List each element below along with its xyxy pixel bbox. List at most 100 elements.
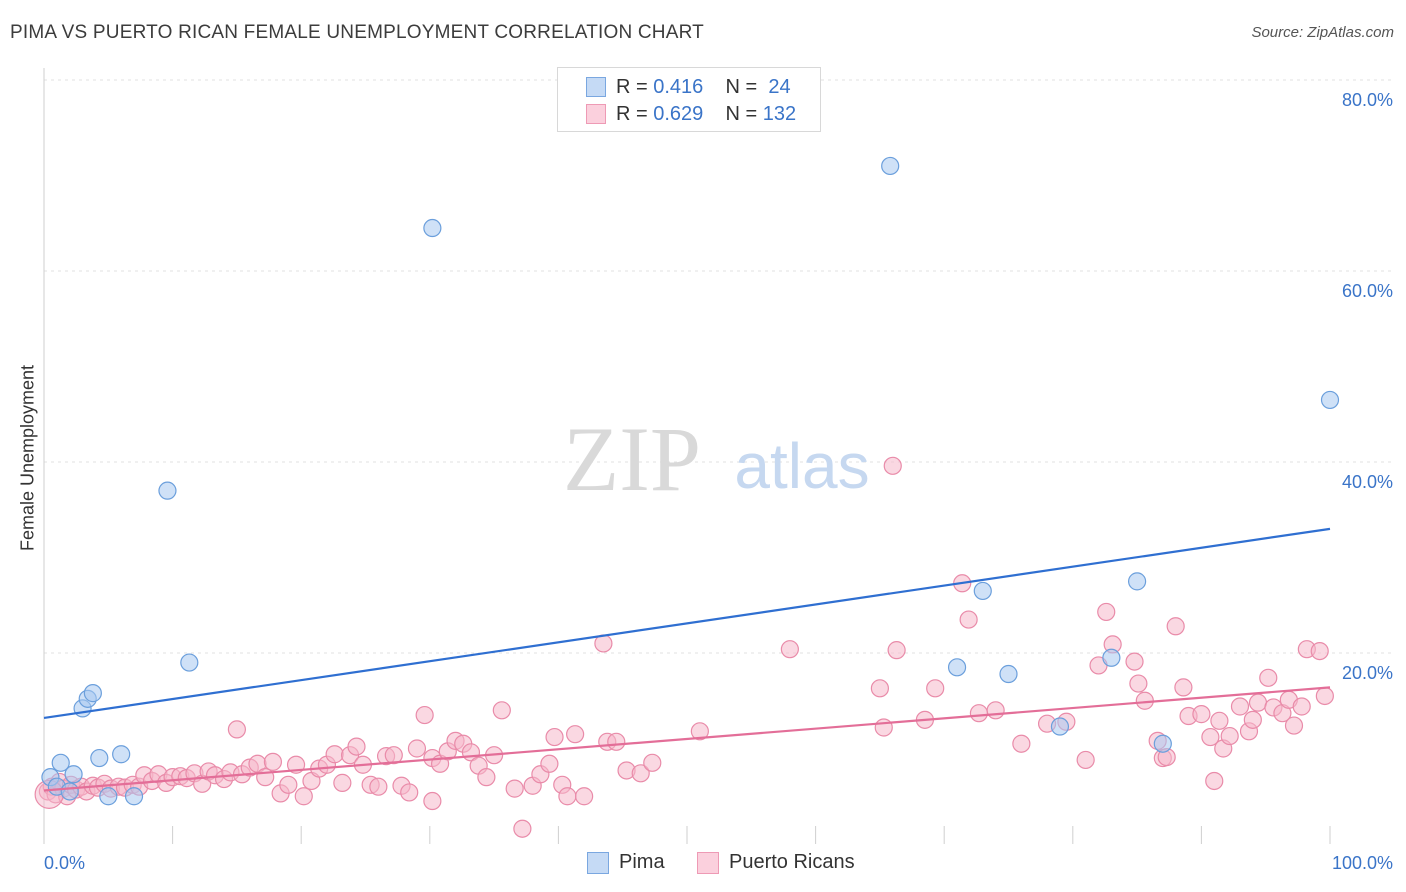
puerto-ricans-point xyxy=(1205,771,1224,791)
puerto-ricans-point xyxy=(325,745,344,764)
puerto-ricans-trend-line xyxy=(43,686,1331,792)
puerto-ricans-point xyxy=(347,737,366,756)
pima-point xyxy=(90,748,109,768)
legend-swatch-puerto-ricans xyxy=(586,104,606,124)
puerto-ricans-point xyxy=(369,777,388,796)
puerto-ricans-point xyxy=(384,746,403,765)
puerto-ricans-point xyxy=(1201,727,1220,747)
puerto-ricans-point xyxy=(513,819,532,838)
chart-title: PIMA VS PUERTO RICAN FEMALE UNEMPLOYMENT… xyxy=(10,22,704,43)
puerto-ricans-point xyxy=(227,720,246,739)
legend-n-value: 132 xyxy=(762,103,797,125)
puerto-ricans-point xyxy=(575,787,594,806)
pima-point xyxy=(1050,717,1070,736)
puerto-ricans-point xyxy=(959,610,978,629)
puerto-ricans-point xyxy=(1230,697,1250,716)
puerto-ricans-point xyxy=(1097,602,1116,622)
y-tick-label: 20.0% xyxy=(1342,663,1393,683)
puerto-ricans-point xyxy=(545,727,564,747)
puerto-ricans-point xyxy=(1220,726,1239,746)
legend-r-label: R = xyxy=(616,103,654,125)
pima-point xyxy=(1153,734,1172,753)
stats-legend: R = 0.416 N = 24 R = 0.629 N = 132 xyxy=(557,67,821,132)
pima-points xyxy=(41,156,1340,806)
puerto-ricans-point xyxy=(400,783,419,802)
pima-point xyxy=(999,664,1018,684)
pima-point xyxy=(51,753,70,772)
puerto-ricans-point xyxy=(883,456,902,475)
puerto-ricans-point xyxy=(294,787,313,806)
pima-point xyxy=(180,653,199,672)
puerto-ricans-point xyxy=(333,773,352,792)
puerto-ricans-point xyxy=(1125,652,1144,671)
pima-point xyxy=(1127,572,1147,591)
pima-point xyxy=(881,156,900,176)
watermark: ZIP atlas xyxy=(563,408,870,510)
pima-point xyxy=(947,658,967,677)
y-tick-label: 40.0% xyxy=(1342,472,1393,492)
pima-point xyxy=(83,684,102,703)
legend-r-value: 0.416 xyxy=(653,76,704,98)
puerto-ricans-point xyxy=(1310,641,1329,661)
puerto-ricans-point xyxy=(1129,674,1148,693)
puerto-ricans-point xyxy=(1284,716,1304,735)
source-label: Source: ZipAtlas.com xyxy=(1251,24,1394,41)
puerto-ricans-point xyxy=(780,640,799,659)
puerto-ricans-point xyxy=(1292,697,1311,716)
watermark-atlas: atlas xyxy=(734,430,869,502)
puerto-ricans-point xyxy=(279,775,298,794)
pima-point xyxy=(112,745,131,764)
puerto-ricans-point xyxy=(1248,693,1268,712)
y-tick-label: 60.0% xyxy=(1342,281,1393,301)
puerto-ricans-point xyxy=(1076,750,1095,770)
puerto-ricans-point xyxy=(1166,617,1185,636)
pima-point xyxy=(973,581,992,601)
legend-n-label: N = xyxy=(725,76,763,98)
grid-lines xyxy=(44,79,1392,654)
pima-point xyxy=(64,765,83,784)
puerto-ricans-point xyxy=(969,704,989,723)
bottom-legend-label-puerto-ricans: Puerto Ricans xyxy=(729,851,855,873)
pima-point xyxy=(124,787,144,806)
bottom-legend-swatch-pima xyxy=(587,852,609,874)
puerto-ricans-point xyxy=(1315,686,1334,706)
pima-trend-line xyxy=(43,527,1331,720)
puerto-ricans-point xyxy=(558,787,577,806)
puerto-ricans-point xyxy=(986,701,1005,720)
puerto-ricans-point xyxy=(423,791,442,811)
puerto-ricans-point xyxy=(690,722,709,741)
legend-n-value: 24 xyxy=(768,76,791,98)
puerto-ricans-point xyxy=(1210,711,1229,730)
pima-point xyxy=(1102,648,1121,667)
puerto-ricans-point xyxy=(1259,668,1278,687)
pima-point xyxy=(60,782,79,801)
x-tick-label: 0.0% xyxy=(44,853,85,873)
puerto-ricans-point xyxy=(263,752,283,771)
puerto-ricans-point xyxy=(607,732,626,751)
watermark-zip: ZIP xyxy=(563,408,701,510)
bottom-legend-label-pima: Pima xyxy=(619,851,665,873)
puerto-ricans-point xyxy=(407,739,427,758)
pima-point xyxy=(99,787,118,806)
puerto-ricans-point xyxy=(415,705,434,725)
puerto-ricans-point xyxy=(874,718,893,737)
puerto-ricans-point xyxy=(870,679,890,698)
legend-swatch-pima xyxy=(586,77,606,97)
x-tick-label: 100.0% xyxy=(1332,853,1393,873)
puerto-ricans-point xyxy=(643,753,662,772)
puerto-ricans-point xyxy=(887,641,906,660)
puerto-ricans-point xyxy=(540,754,559,773)
axes xyxy=(43,68,1331,844)
pima-point xyxy=(1320,390,1340,410)
puerto-ricans-point xyxy=(492,701,511,720)
trend-lines xyxy=(43,527,1331,792)
puerto-ricans-point xyxy=(631,764,650,783)
pima-point xyxy=(158,481,177,500)
puerto-ricans-point xyxy=(926,679,945,698)
puerto-ricans-point xyxy=(1174,678,1193,697)
legend-n-label: N = xyxy=(725,103,763,125)
tick-labels: 20.0% 40.0% 60.0% 80.0% 0.0% 100.0% xyxy=(44,90,1393,873)
puerto-ricans-point xyxy=(1243,710,1262,729)
puerto-ricans-point xyxy=(1192,705,1211,724)
puerto-ricans-point xyxy=(505,779,524,798)
